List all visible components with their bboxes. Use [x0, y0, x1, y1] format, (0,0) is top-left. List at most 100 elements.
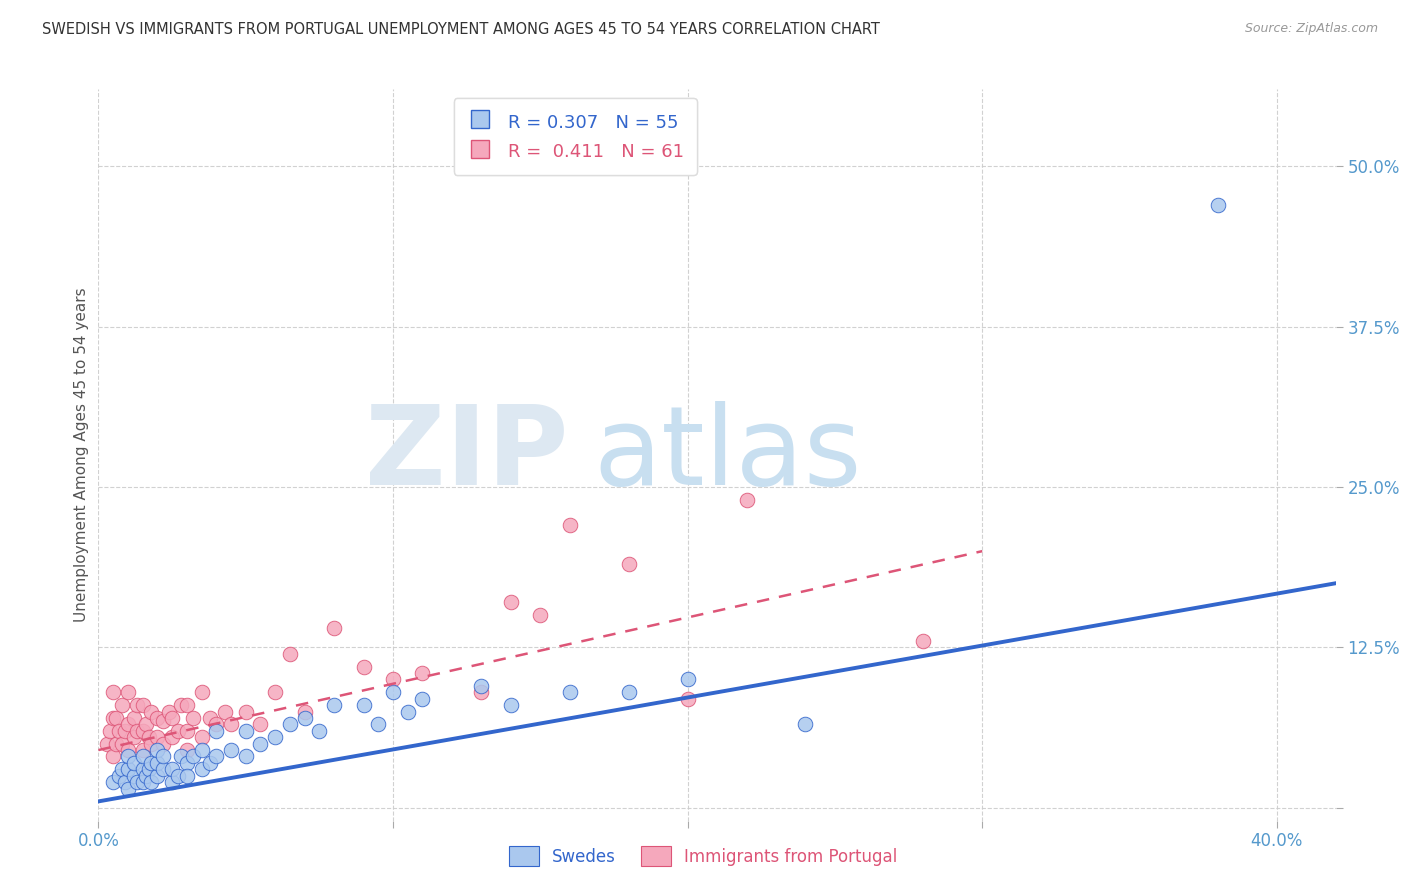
Point [205, 717, 228, 731]
Point [141, 737, 163, 751]
Point [131, 749, 153, 764]
Point [157, 705, 180, 719]
Point [101, 711, 124, 725]
Point [146, 711, 169, 725]
Point [101, 685, 124, 699]
Point [125, 723, 148, 738]
Legend: R = 0.307   N = 55, R =  0.411   N = 61: R = 0.307 N = 55, R = 0.411 N = 61 [454, 98, 697, 175]
Point [235, 705, 257, 719]
Point [146, 769, 169, 783]
Legend: Swedes, Immigrants from Portugal: Swedes, Immigrants from Portugal [501, 838, 905, 875]
Point [676, 673, 699, 687]
Point [170, 698, 193, 713]
Point [249, 717, 271, 731]
Point [105, 711, 128, 725]
Point [353, 659, 375, 673]
Point [278, 717, 301, 731]
Point [617, 557, 640, 571]
Point [190, 762, 212, 776]
Point [146, 730, 169, 744]
Point [181, 749, 204, 764]
Point [122, 756, 145, 770]
Point [138, 762, 160, 776]
Point [308, 723, 330, 738]
Point [470, 679, 492, 693]
Point [411, 691, 433, 706]
Point [323, 621, 346, 635]
Point [176, 756, 198, 770]
Point [676, 691, 699, 706]
Point [529, 608, 551, 623]
Point [152, 762, 174, 776]
Point [122, 711, 145, 725]
Point [558, 685, 581, 699]
Point [735, 492, 758, 507]
Point [214, 705, 236, 719]
Point [264, 685, 287, 699]
Point [114, 723, 136, 738]
Point [219, 743, 242, 757]
Point [382, 673, 405, 687]
Point [912, 634, 935, 648]
Point [499, 698, 522, 713]
Point [135, 717, 157, 731]
Point [176, 723, 198, 738]
Point [235, 749, 257, 764]
Text: Source: ZipAtlas.com: Source: ZipAtlas.com [1244, 22, 1378, 36]
Point [111, 762, 134, 776]
Point [396, 705, 419, 719]
Point [152, 737, 174, 751]
Point [1206, 197, 1229, 211]
Point [200, 711, 222, 725]
Point [176, 743, 198, 757]
Point [160, 775, 183, 789]
Point [131, 743, 153, 757]
Point [152, 714, 174, 728]
Text: SWEDISH VS IMMIGRANTS FROM PORTUGAL UNEMPLOYMENT AMONG AGES 45 TO 54 YEARS CORRE: SWEDISH VS IMMIGRANTS FROM PORTUGAL UNEM… [42, 22, 880, 37]
Point [111, 737, 134, 751]
Point [294, 705, 316, 719]
Point [101, 775, 124, 789]
Point [235, 723, 257, 738]
Point [131, 775, 153, 789]
Point [470, 685, 492, 699]
Point [125, 698, 148, 713]
Point [117, 743, 139, 757]
Point [176, 698, 198, 713]
Point [114, 775, 136, 789]
Point [353, 698, 375, 713]
Point [117, 762, 139, 776]
Point [190, 743, 212, 757]
Point [323, 698, 346, 713]
Point [141, 775, 163, 789]
Point [181, 711, 204, 725]
Point [131, 698, 153, 713]
Point [160, 730, 183, 744]
Point [117, 749, 139, 764]
Point [499, 595, 522, 609]
Point [278, 647, 301, 661]
Point [131, 762, 153, 776]
Point [117, 685, 139, 699]
Point [122, 769, 145, 783]
Point [382, 685, 405, 699]
Point [117, 781, 139, 796]
Point [131, 723, 153, 738]
Point [200, 756, 222, 770]
Point [170, 749, 193, 764]
Point [111, 698, 134, 713]
Point [117, 717, 139, 731]
Point [125, 775, 148, 789]
Point [138, 730, 160, 744]
Point [160, 711, 183, 725]
Point [152, 749, 174, 764]
Y-axis label: Unemployment Among Ages 45 to 54 years: Unemployment Among Ages 45 to 54 years [75, 287, 89, 623]
Point [205, 723, 228, 738]
Point [167, 769, 190, 783]
Point [122, 730, 145, 744]
Point [146, 743, 169, 757]
Point [294, 711, 316, 725]
Point [160, 762, 183, 776]
Point [98, 723, 121, 738]
Point [411, 666, 433, 681]
